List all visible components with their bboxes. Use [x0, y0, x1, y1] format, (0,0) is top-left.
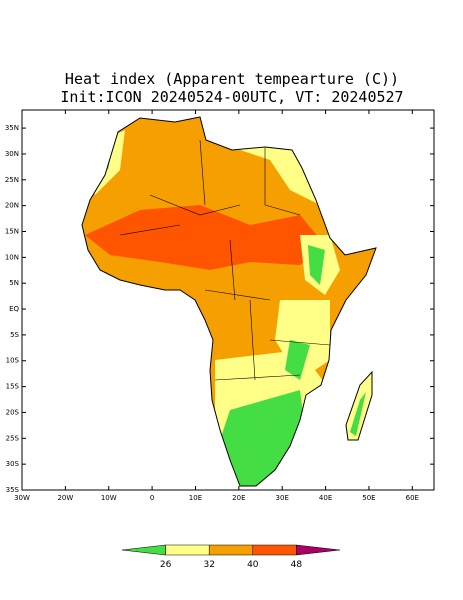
y-tick-label: 10S: [6, 357, 20, 365]
colorbar-segment: [121, 544, 166, 556]
x-tick-label: 0: [150, 494, 154, 502]
x-tick-label: 50E: [362, 494, 375, 502]
x-tick-label: 30W: [14, 494, 30, 502]
colorbar-label: 26: [160, 560, 172, 570]
colorbar-label: 32: [203, 560, 214, 570]
y-tick-label: 5S: [10, 331, 19, 339]
map-frame: [21, 109, 435, 491]
heat-field: [82, 117, 376, 486]
y-tick-label: EQ: [9, 305, 19, 313]
colorbar-segment: [252, 544, 297, 556]
y-tick-label: 20N: [5, 202, 19, 210]
madagascar-cool: [350, 392, 366, 436]
y-tick-label: 30N: [5, 150, 19, 158]
title: Heat index (Apparent tempearture (C)): [65, 70, 399, 88]
x-tick-label: 20E: [232, 494, 245, 502]
zone-40-48: [85, 205, 325, 270]
zone-malawi: [285, 340, 310, 380]
colorbar-label: 48: [291, 560, 303, 570]
y-tick-label: 25S: [6, 434, 20, 442]
y-tick-label: 20S: [6, 408, 20, 416]
y-tick-label: 15S: [6, 383, 20, 391]
y-tick-label: 35N: [5, 124, 19, 132]
zone-ethiopia-high: [308, 245, 325, 285]
subtitle: Init:ICON 20240524-00UTC, VT: 20240527: [60, 88, 403, 106]
borders: [119, 139, 331, 381]
y-tick-label: 10N: [5, 253, 19, 261]
y-tick-label: 15N: [5, 227, 19, 235]
x-tick-label: 10E: [189, 494, 202, 502]
colorbar-label: 40: [247, 560, 259, 570]
x-tick-label: 40E: [319, 494, 332, 502]
y-tick-label: 30S: [6, 460, 20, 468]
y-tick-label: 35S: [6, 486, 20, 494]
y-tick-label: 25N: [5, 176, 19, 184]
colorbar-segment: [208, 544, 254, 556]
x-tick-label: 10W: [101, 494, 117, 502]
colorbar-segment: [296, 544, 341, 556]
x-tick-label: 30E: [276, 494, 289, 502]
y-tick-label: 5N: [9, 279, 19, 287]
x-tick-label: 60E: [406, 494, 419, 502]
colorbar-segment: [165, 544, 210, 556]
x-tick-label: 20W: [57, 494, 73, 502]
